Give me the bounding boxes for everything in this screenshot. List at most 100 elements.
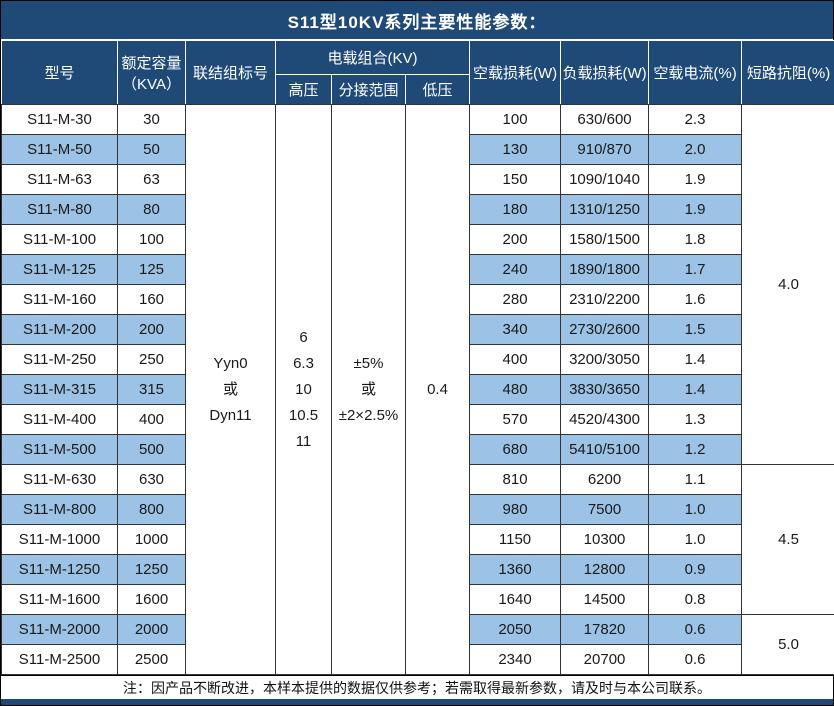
header-voltage-group: 电载组合(KV) [274,40,471,75]
capacity-cell: 1250 [117,554,186,585]
model-cell: S11-M-1000 [1,524,118,555]
no-load-loss-cell: 130 [469,134,562,165]
table-row: S11-M-125 125 240 1890/1800 1.7 [1,254,834,285]
no-load-current-cell: 1.9 [648,164,743,195]
load-loss-cell: 5410/5100 [560,434,650,465]
no-load-current-cell: 1.9 [648,194,743,225]
no-load-current-cell: 0.6 [648,644,743,675]
table-row: S11-M-63 63 150 1090/1040 1.9 [1,164,834,195]
model-cell: S11-M-80 [1,194,118,225]
load-loss-cell: 12800 [560,554,650,585]
no-load-loss-cell: 240 [469,254,562,285]
footer-note: 注：因产品不断改进，本样本提供的数据仅供参考；若需取得最新参数，请及时与本公司联… [1,675,833,699]
table-row: S11-M-2500 2500 2340 20700 0.6 [1,644,834,675]
table-row: S11-M-1250 1250 1360 12800 0.9 [1,554,834,585]
model-cell: S11-M-2000 [1,614,118,645]
no-load-loss-cell: 570 [469,404,562,435]
capacity-cell: 50 [117,134,186,165]
table-header: 型号 额定容量 （KVA） 联结组标号 电载组合(KV) 空载损耗(W) 负载损… [1,40,834,105]
no-load-loss-cell: 280 [469,284,562,315]
table-row: S11-M-315 315 480 3830/3650 1.4 [1,374,834,405]
no-load-loss-cell: 400 [469,344,562,375]
header-row-main: 型号 额定容量 （KVA） 联结组标号 电载组合(KV) 空载损耗(W) 负载损… [1,40,834,105]
capacity-cell: 100 [117,224,186,255]
load-loss-cell: 20700 [560,644,650,675]
load-loss-cell: 2730/2600 [560,314,650,345]
no-load-loss-cell: 2050 [469,614,562,645]
no-load-loss-cell: 810 [469,464,562,495]
no-load-loss-cell: 1150 [469,524,562,555]
load-loss-cell: 14500 [560,584,650,615]
model-cell: S11-M-2500 [1,644,118,675]
load-loss-cell: 6200 [560,464,650,495]
no-load-loss-cell: 200 [469,224,562,255]
model-cell: S11-M-125 [1,254,118,285]
no-load-loss-cell: 180 [469,194,562,225]
spec-table: 型号 额定容量 （KVA） 联结组标号 电载组合(KV) 空载损耗(W) 负载损… [1,40,834,675]
table-row: S11-M-30 30 Yyn0 或 Dyn11 6 6.3 10 10.5 11 ±5% 或 ±2×2… [1,104,834,675]
no-load-current-cell: 1.8 [648,224,743,255]
load-loss-cell: 17820 [560,614,650,645]
table-row: S11-M-2000 2000 2050 17820 0.6 5.0 [1,614,834,675]
no-load-loss-cell: 2340 [469,644,562,675]
load-loss-cell: 10300 [560,524,650,555]
impedance-cell: 5.0 [741,614,834,675]
no-load-current-cell: 0.8 [648,584,743,615]
header-lv: 低压 [404,74,471,105]
capacity-cell: 315 [117,374,186,405]
table-row: S11-M-50 50 130 910/870 2.0 [1,134,834,165]
model-cell: S11-M-63 [1,164,118,195]
header-capacity-line2: （KVA） [122,75,181,93]
capacity-cell: 500 [117,434,186,465]
header-load-loss: 负载损耗(W) [560,40,650,105]
model-cell: S11-M-800 [1,494,118,525]
no-load-current-cell: 1.3 [648,404,743,435]
model-cell: S11-M-50 [1,134,118,165]
table-row: S11-M-160 160 280 2310/2200 1.6 [1,284,834,315]
model-cell: S11-M-100 [1,224,118,255]
load-loss-cell: 910/870 [560,134,650,165]
capacity-cell: 800 [117,494,186,525]
no-load-loss-cell: 340 [469,314,562,345]
load-loss-cell: 1890/1800 [560,254,650,285]
capacity-cell: 630 [117,464,186,495]
hv-cell: 6 6.3 10 10.5 11 [275,104,332,675]
no-load-current-cell: 2.0 [648,134,743,165]
tap-range-cell: ±5% 或 ±2×2.5% [331,104,406,675]
header-model: 型号 [1,40,118,105]
capacity-cell: 1600 [117,584,186,615]
load-loss-cell: 7500 [560,494,650,525]
capacity-cell: 30 [117,104,186,135]
capacity-cell: 80 [117,194,186,225]
no-load-current-cell: 1.4 [648,374,743,405]
connection-cell: Yyn0 或 Dyn11 [185,104,276,675]
no-load-current-cell: 1.6 [648,284,743,315]
load-loss-cell: 1310/1250 [560,194,650,225]
no-load-current-cell: 0.6 [648,614,743,645]
capacity-cell: 2000 [117,614,186,645]
no-load-current-cell: 1.2 [648,434,743,465]
model-cell: S11-M-250 [1,344,118,375]
table-body: S11-M-30 30 Yyn0 或 Dyn11 6 6.3 10 10.5 11 ±5% 或 ±2×2… [1,104,834,675]
no-load-loss-cell: 1640 [469,584,562,615]
header-no-load-loss: 空载损耗(W) [469,40,562,105]
table-row: S11-M-500 500 680 5410/5100 1.2 [1,434,834,465]
no-load-current-cell: 1.0 [648,524,743,555]
model-cell: S11-M-400 [1,404,118,435]
table-row: S11-M-200 200 340 2730/2600 1.5 [1,314,834,345]
header-tap-range: 分接范围 [331,74,406,105]
no-load-current-cell: 1.4 [648,344,743,375]
bottom-bar [1,699,833,705]
capacity-cell: 125 [117,254,186,285]
header-impedance: 短路抗阻(%) [741,40,834,105]
header-hv: 高压 [275,74,332,105]
capacity-cell: 250 [117,344,186,375]
capacity-cell: 2500 [117,644,186,675]
capacity-cell: 160 [117,284,186,315]
no-load-loss-cell: 100 [469,104,562,135]
load-loss-cell: 630/600 [560,104,650,135]
no-load-loss-cell: 1360 [469,554,562,585]
model-cell: S11-M-500 [1,434,118,465]
model-cell: S11-M-1600 [1,584,118,615]
